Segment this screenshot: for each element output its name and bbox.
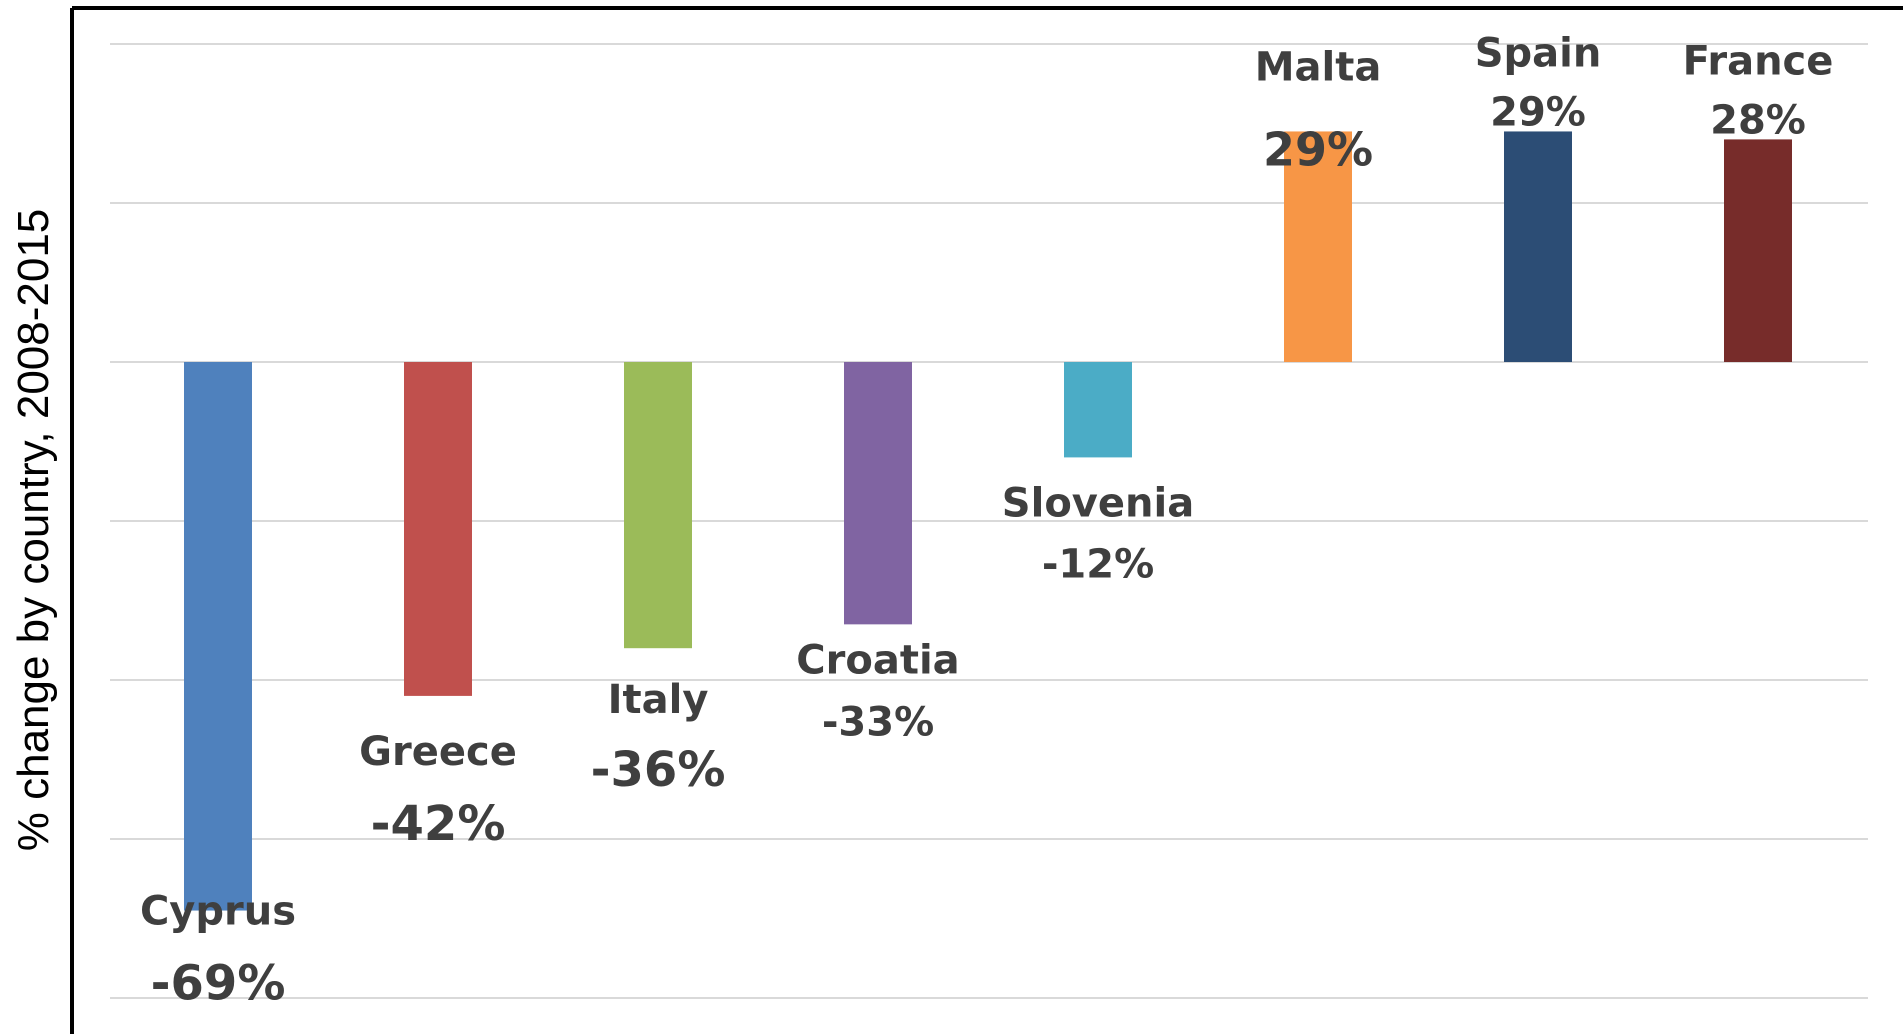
value-label-italy: -36% bbox=[591, 742, 726, 798]
bar-spain bbox=[1504, 131, 1572, 362]
category-label-greece: Greece bbox=[359, 729, 517, 775]
bar-croatia bbox=[844, 362, 912, 625]
bar-greece bbox=[404, 362, 472, 696]
value-label-spain: 29% bbox=[1490, 89, 1586, 135]
category-label-france: France bbox=[1683, 38, 1834, 84]
value-label-slovenia: -12% bbox=[1042, 541, 1154, 587]
category-label-spain: Spain bbox=[1475, 30, 1602, 76]
category-label-italy: Italy bbox=[608, 677, 709, 723]
category-label-croatia: Croatia bbox=[796, 637, 959, 683]
bar-france bbox=[1724, 139, 1792, 362]
value-label-cyprus: -69% bbox=[151, 956, 286, 1012]
bar-slovenia bbox=[1064, 362, 1132, 458]
y-axis-label: % change by country, 2008-2015 bbox=[9, 209, 58, 852]
category-label-cyprus: Cyprus bbox=[140, 889, 296, 935]
bar-malta bbox=[1284, 131, 1352, 362]
value-label-croatia: -33% bbox=[822, 699, 934, 745]
value-label-malta: 29% bbox=[1263, 122, 1373, 176]
value-label-greece: -42% bbox=[371, 796, 506, 852]
category-label-slovenia: Slovenia bbox=[1002, 480, 1194, 526]
value-label-france: 28% bbox=[1710, 97, 1806, 143]
gridlines bbox=[110, 43, 1868, 999]
bar-cyprus bbox=[184, 362, 252, 911]
bars bbox=[184, 131, 1792, 911]
category-label-malta: Malta bbox=[1255, 44, 1382, 90]
data-labels: Cyprus -69% Greece -42% Italy -36% Croatia -33%… bbox=[140, 30, 1833, 1011]
bar-italy bbox=[624, 362, 692, 649]
